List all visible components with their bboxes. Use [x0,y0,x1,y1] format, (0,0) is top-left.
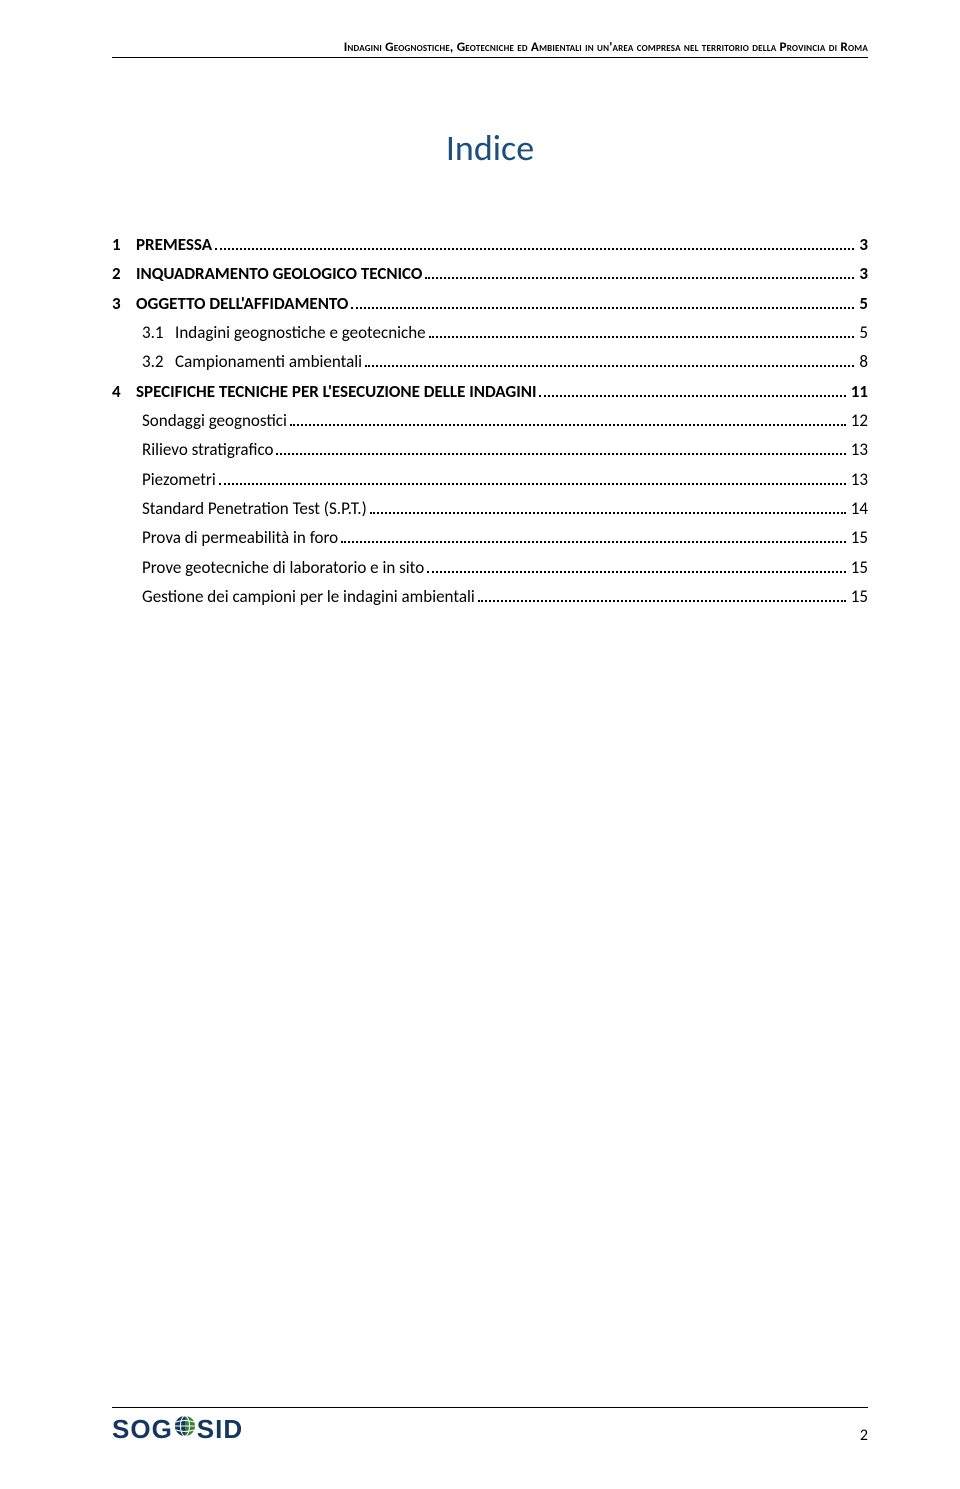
toc-page-number: 8 [857,349,868,375]
toc-page-number: 13 [849,467,868,493]
toc-leader-dots [429,328,855,338]
toc-label: SPECIFICHE TECNICHE PER L'ESECUZIONE DEL… [136,379,536,405]
page-number: 2 [860,1426,868,1445]
toc-leader-dots [425,269,854,279]
toc-label: 3.1 Indagini geognostiche e geotecniche [142,320,426,346]
toc-entry: Sondaggi geognostici 12 [112,408,868,434]
toc-label: OGGETTO DELL'AFFIDAMENTO [136,291,348,317]
toc-leader-dots [341,533,846,543]
toc-page-number: 12 [849,408,868,434]
toc-label: 3.2 Campionamenti ambientali [142,349,362,375]
page-title: Indice [112,126,868,170]
toc-label: Prova di permeabilità in foro [142,525,338,551]
toc-page-number: 3 [857,232,868,258]
globe-icon [173,1414,197,1443]
toc-page-number: 15 [849,584,868,610]
footer-inner: SOG SID 2 [112,1414,868,1445]
toc-label: PREMESSA [136,232,212,258]
toc-label: Sondaggi geognostici [142,408,287,434]
toc-entry: 3OGGETTO DELL'AFFIDAMENTO 5 [112,291,868,317]
toc-label: Standard Penetration Test (S.P.T.) [142,496,367,522]
toc-page-number: 15 [849,525,868,551]
toc-label: Rilievo stratigrafico [142,437,273,463]
toc-entry: 3.1 Indagini geognostiche e geotecniche 5 [112,320,868,346]
running-header: Indagini Geognostiche, Geotecniche ed Am… [112,38,868,58]
logo: SOG SID [112,1414,243,1445]
toc-entry: Prova di permeabilità in foro 15 [112,525,868,551]
toc-entry: 4SPECIFICHE TECNICHE PER L'ESECUZIONE DE… [112,379,868,405]
toc-page-number: 11 [849,379,868,405]
toc-page-number: 13 [849,437,868,463]
toc-section-number: 2 [112,261,136,287]
toc-label: Gestione dei campioni per le indagini am… [142,584,475,610]
toc-leader-dots [539,387,845,397]
toc-leader-dots [370,504,846,514]
toc-page-number: 15 [849,555,868,581]
toc-entry: Prove geotecniche di laboratorio e in si… [112,555,868,581]
toc-section-number: 3 [112,291,136,317]
page: Indagini Geognostiche, Geotecniche ed Am… [0,0,960,1489]
toc-section-number: 4 [112,379,136,405]
toc-label: INQUADRAMENTO GEOLOGICO TECNICO [136,261,422,287]
toc-section-number: 1 [112,232,136,258]
toc-leader-dots [290,416,846,426]
toc-page-number: 5 [857,291,868,317]
toc-page-number: 5 [857,320,868,346]
logo-text-left: SOG [112,1414,173,1445]
toc-leader-dots [365,357,854,367]
toc-leader-dots [478,592,846,602]
toc-entry: Gestione dei campioni per le indagini am… [112,584,868,610]
logo-text-right: SID [197,1414,243,1445]
toc-leader-dots [351,299,854,309]
toc-page-number: 3 [857,261,868,287]
toc-entry: 2INQUADRAMENTO GEOLOGICO TECNICO 3 [112,261,868,287]
toc-entry: Standard Penetration Test (S.P.T.) 14 [112,496,868,522]
toc-label: Prove geotecniche di laboratorio e in si… [142,555,424,581]
toc-leader-dots [427,563,846,573]
toc-label: Piezometri [142,467,216,493]
toc-leader-dots [215,240,854,250]
table-of-contents: 1PREMESSA32INQUADRAMENTO GEOLOGICO TECNI… [112,232,868,610]
footer: SOG SID 2 [112,1407,868,1445]
toc-leader-dots [219,475,846,485]
toc-entry: Piezometri 13 [112,467,868,493]
toc-leader-dots [276,445,845,455]
toc-entry: 3.2 Campionamenti ambientali 8 [112,349,868,375]
toc-entry: 1PREMESSA 3 [112,232,868,258]
footer-divider [112,1407,868,1408]
toc-page-number: 14 [849,496,868,522]
toc-entry: Rilievo stratigrafico 13 [112,437,868,463]
